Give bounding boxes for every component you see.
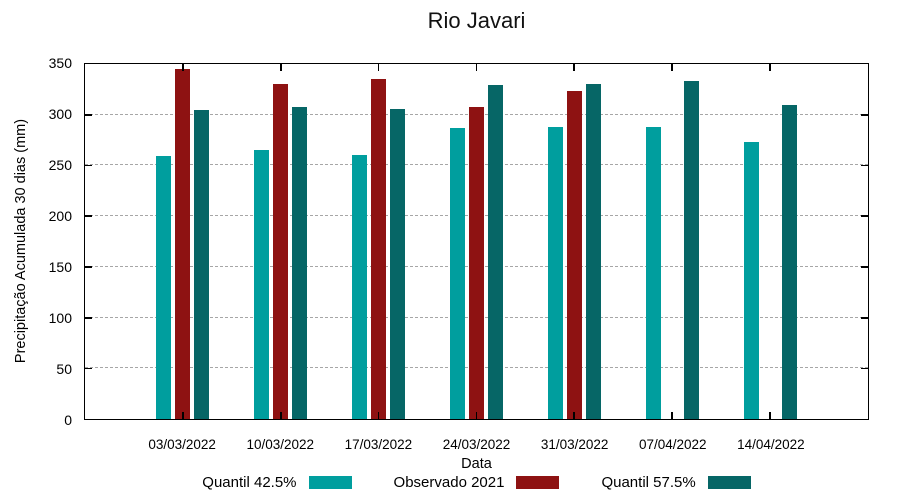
bar [566, 91, 582, 419]
y-tick-label: 150 [48, 258, 72, 275]
legend-entry: Observado 2021 [394, 474, 560, 491]
chart-title: Rio Javari [427, 8, 526, 33]
bar-group [547, 64, 601, 419]
bar [352, 155, 368, 419]
y-tick-mark [85, 316, 92, 319]
bar-group [254, 64, 308, 419]
y-axis-ticks: 0 50 100 150 200 250 300 350 [0, 55, 72, 428]
bar [469, 106, 484, 419]
bar [156, 156, 172, 419]
y-tick-label: 50 [56, 361, 72, 377]
x-tick-mark [181, 64, 184, 71]
y-tick-mark [861, 215, 868, 218]
y-tick-mark [85, 215, 92, 218]
y-tick-mark [861, 113, 868, 116]
y-tick-mark [861, 367, 868, 370]
bar [488, 85, 503, 419]
x-tick-label: 17/03/2022 [344, 437, 413, 452]
x-tick-mark [769, 412, 771, 419]
bar [194, 109, 210, 419]
x-tick-mark [279, 64, 282, 71]
y-tick-label: 100 [48, 310, 72, 326]
y-tick-mark [85, 266, 92, 268]
x-tick-label: 10/03/2022 [246, 437, 315, 452]
bar [683, 81, 699, 419]
legend-label: Quantil 57.5% [601, 473, 696, 491]
legend: Quantil 42.5% Observado 2021 Quantil 57.5% [84, 472, 869, 492]
legend-swatch [516, 475, 560, 489]
x-tick-label: 24/03/2022 [442, 437, 511, 452]
x-tick-mark [279, 412, 282, 419]
x-tick-mark [769, 64, 771, 71]
bar [390, 108, 406, 419]
y-tick-mark [85, 164, 92, 167]
x-tick-mark [671, 412, 674, 419]
bar [585, 84, 601, 419]
legend-label: Quantil 42.5% [202, 473, 297, 491]
bar [175, 69, 191, 419]
plot-area [84, 63, 869, 420]
bar-group [645, 64, 699, 419]
x-tick-mark [573, 412, 576, 419]
x-tick-mark [573, 64, 576, 71]
x-tick-label: 31/03/2022 [540, 437, 609, 452]
x-tick-mark [181, 412, 184, 419]
x-axis-ticks: 03/03/2022 10/03/2022 17/03/2022 24/03/2022… [84, 437, 869, 455]
bar-group [743, 64, 797, 419]
bar [254, 150, 270, 419]
x-tick-label: 03/03/2022 [148, 437, 216, 452]
y-tick-mark [85, 113, 92, 116]
x-tick-mark [377, 64, 380, 71]
y-tick-label: 250 [48, 156, 72, 173]
legend-swatch [308, 475, 352, 489]
legend-label: Observado 2021 [393, 473, 505, 491]
x-tick-mark [377, 412, 380, 419]
y-tick-mark [85, 367, 92, 370]
x-tick-mark [671, 64, 674, 71]
y-tick-label: 0 [64, 412, 72, 428]
bar [645, 126, 661, 419]
x-tick-mark [475, 412, 478, 419]
bar [292, 106, 308, 419]
bar [450, 127, 465, 419]
legend-swatch [707, 475, 751, 489]
bar [743, 142, 759, 419]
bar-group [450, 64, 503, 419]
bar-group [352, 64, 406, 419]
y-tick-label: 350 [48, 55, 72, 71]
bar [781, 104, 797, 419]
x-axis-label: Data [461, 456, 492, 472]
y-tick-mark [861, 164, 868, 167]
bar [273, 84, 289, 419]
bar [371, 79, 387, 419]
x-tick-label: 07/04/2022 [638, 437, 707, 452]
legend-entry: Quantil 57.5% [601, 473, 751, 491]
y-tick-mark [861, 316, 868, 319]
x-tick-label: 14/04/2022 [737, 437, 805, 452]
x-tick-mark [475, 64, 478, 71]
y-tick-mark [861, 266, 868, 268]
bar-group [156, 64, 210, 419]
bar [547, 126, 563, 419]
legend-entry: Quantil 42.5% [202, 473, 352, 491]
y-tick-label: 300 [48, 105, 72, 122]
y-tick-label: 200 [48, 208, 72, 224]
